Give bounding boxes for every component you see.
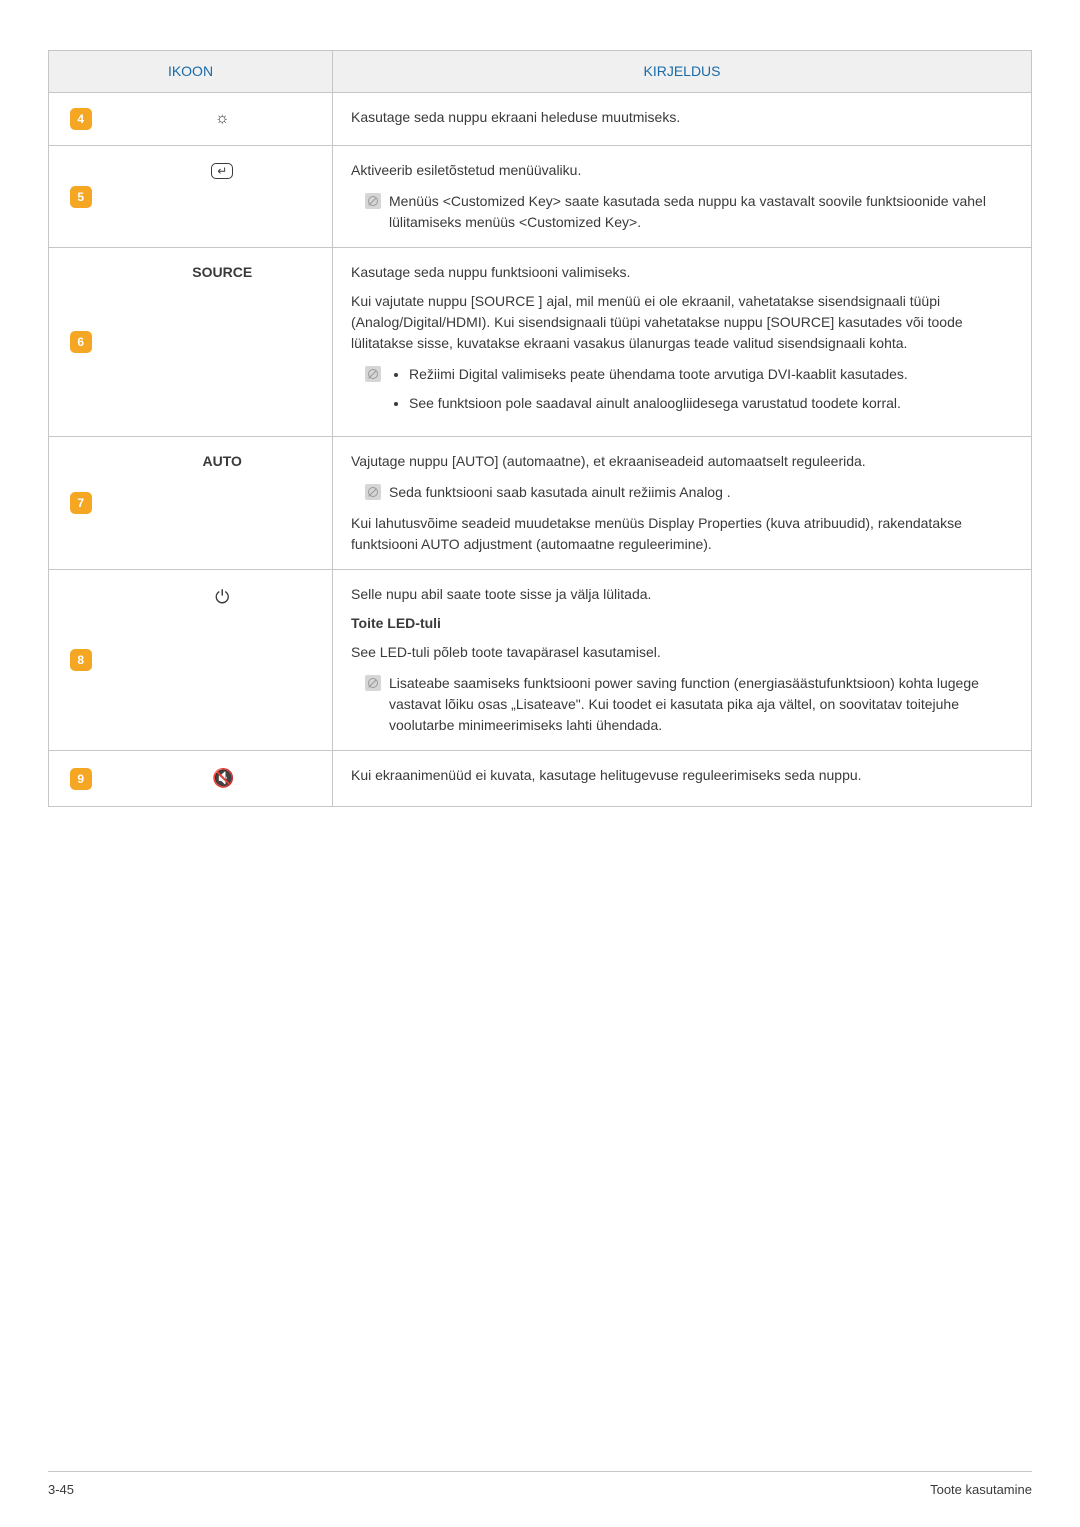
desc-text: Vajutage nuppu [AUTO] (automaatne), et e…: [351, 451, 1013, 472]
subheading: Toite LED-tuli: [351, 613, 1013, 634]
page-footer: 3-45 Toote kasutamine: [48, 1471, 1032, 1497]
info-icon: [365, 193, 381, 209]
table-row: 9 🔇 Kui ekraanimenüüd ei kuvata, kasutag…: [49, 751, 1032, 807]
desc-text: Aktiveerib esiletõstetud menüüvaliku.: [351, 160, 1013, 181]
source-label: SOURCE: [192, 264, 252, 280]
note-item: Režiimi Digital valimiseks peate ühendam…: [409, 364, 999, 385]
note-text: Menüüs <Customized Key> saate kasutada s…: [389, 191, 999, 233]
desc-text: Selle nupu abil saate toote sisse ja väl…: [351, 584, 1013, 605]
table-row: 5 ↵ Aktiveerib esiletõstetud menüüvaliku…: [49, 146, 1032, 248]
desc-text: See LED-tuli põleb toote tavapärasel kas…: [351, 642, 1013, 663]
row-badge: 9: [70, 768, 92, 790]
desc-text: Kui vajutate nuppu [SOURCE ] ajal, mil m…: [351, 291, 1013, 354]
note-text: Lisateabe saamiseks funktsiooni power sa…: [389, 673, 999, 736]
note-text: Seda funktsiooni saab kasutada ainult re…: [389, 482, 999, 503]
info-icon: [365, 484, 381, 500]
table-row: 4 ☼ Kasutage seda nuppu ekraani heleduse…: [49, 93, 1032, 146]
auto-label: AUTO: [203, 453, 242, 469]
note-list: Režiimi Digital valimiseks peate ühendam…: [389, 364, 999, 414]
header-ikoon: IKOON: [49, 51, 333, 93]
note-block: Lisateabe saamiseks funktsiooni power sa…: [365, 673, 999, 736]
volume-icon: 🔇: [212, 768, 232, 788]
info-icon: [365, 675, 381, 691]
brightness-icon: ☼: [215, 110, 230, 127]
footer-right: Toote kasutamine: [930, 1482, 1032, 1497]
row-badge: 8: [70, 649, 92, 671]
table-row: 6 SOURCE Kasutage seda nuppu funktsiooni…: [49, 248, 1032, 437]
icon-description-table: IKOON KIRJELDUS 4 ☼ Kasutage seda nuppu …: [48, 50, 1032, 807]
desc-text: Kasutage seda nuppu ekraani heleduse muu…: [351, 107, 1013, 128]
desc-text: Kasutage seda nuppu funktsiooni valimise…: [351, 262, 1013, 283]
table-row: 8 ⏻ Selle nupu abil saate toote sisse ja…: [49, 570, 1032, 751]
note-block: Režiimi Digital valimiseks peate ühendam…: [365, 364, 999, 422]
note-block: Menüüs <Customized Key> saate kasutada s…: [365, 191, 999, 233]
header-kirjeldus: KIRJELDUS: [333, 51, 1032, 93]
power-icon: ⏻: [215, 587, 229, 607]
note-block: Seda funktsiooni saab kasutada ainult re…: [365, 482, 999, 503]
desc-text: Kui ekraanimenüüd ei kuvata, kasutage he…: [351, 765, 1013, 786]
row-badge: 7: [70, 492, 92, 514]
enter-icon: ↵: [211, 163, 233, 179]
table-row: 7 AUTO Vajutage nuppu [AUTO] (automaatne…: [49, 437, 1032, 570]
row-badge: 4: [70, 108, 92, 130]
info-icon: [365, 366, 381, 382]
row-badge: 5: [70, 186, 92, 208]
note-item: See funktsioon pole saadaval ainult anal…: [409, 393, 999, 414]
row-badge: 6: [70, 331, 92, 353]
footer-left: 3-45: [48, 1482, 74, 1497]
desc-text: Kui lahutusvõime seadeid muudetakse menü…: [351, 513, 1013, 555]
